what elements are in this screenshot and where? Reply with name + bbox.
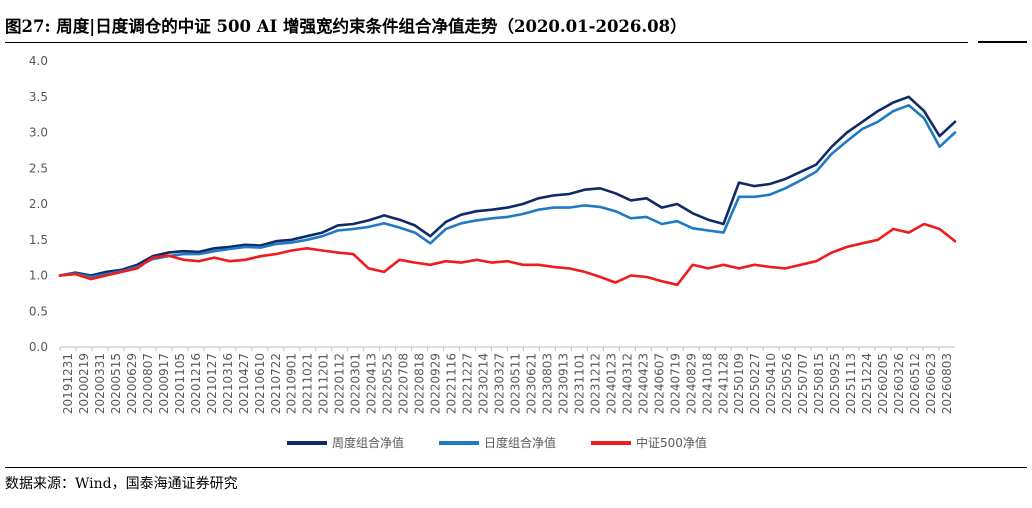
- x-tick-label: 20250707: [796, 353, 810, 414]
- x-tick-label: 20191231: [61, 353, 75, 414]
- x-tick-label: 20200331: [93, 353, 107, 414]
- series-line-0: [58, 95, 957, 277]
- x-tick-label: 20251113: [844, 353, 858, 414]
- x-tick-label: 20220818: [413, 353, 427, 414]
- x-tick-label: 20220413: [365, 353, 379, 414]
- x-tick-label: 20260803: [940, 353, 954, 414]
- y-tick-label: 0.5: [29, 304, 48, 318]
- series-line-1: [58, 104, 957, 279]
- figure-title: 图27: 周度|日度调仓的中证 500 AI 增强宽约束条件组合净值走势（202…: [5, 17, 687, 36]
- x-tick-label: 20241128: [716, 353, 730, 414]
- x-tick-label: 20250410: [764, 353, 778, 414]
- x-tick-label: 20250227: [748, 353, 762, 414]
- y-tick-label: 3.0: [29, 126, 48, 140]
- x-tick-label: 20201105: [173, 353, 187, 414]
- y-tick-label: 3.5: [29, 90, 48, 104]
- x-tick-label: 20260205: [876, 353, 890, 414]
- y-tick-label: 1.0: [29, 269, 48, 283]
- x-tick-label: 20210127: [205, 353, 219, 414]
- x-tick-label: 20221116: [445, 353, 459, 414]
- x-tick-label: 20211021: [301, 353, 315, 414]
- y-tick-label: 0.0: [29, 340, 48, 354]
- x-tick-label: 20240123: [604, 353, 618, 414]
- x-tick-label: 20210722: [269, 353, 283, 414]
- x-tick-label: 20230621: [524, 353, 538, 414]
- x-tick-label: 20260326: [892, 353, 906, 414]
- x-tick-label: 20201216: [189, 353, 203, 414]
- source-note: 数据来源：Wind，国泰海通证券研究: [5, 476, 238, 492]
- x-tick-label: 20200219: [77, 353, 91, 414]
- x-tick-label: 20221227: [461, 353, 475, 414]
- y-axis: 0.0 0.5 1.0 1.5 2.0 2.5 3.0 3.5 4.0: [29, 54, 48, 354]
- x-tick-label: 20250109: [732, 353, 746, 414]
- x-tick-label: 20211201: [317, 353, 331, 414]
- y-tick-label: 2.5: [29, 161, 48, 175]
- source-rule: [5, 467, 1027, 468]
- x-tick-label: 20230913: [556, 353, 570, 414]
- x-tick-label: 20250526: [780, 353, 794, 414]
- x-tick-label: 20240312: [620, 353, 634, 414]
- x-axis: 20191231 20200219 20200331 20200515 20200629…: [59, 346, 955, 414]
- x-tick-label: 20210427: [237, 353, 251, 414]
- y-tick-label: 4.0: [29, 54, 48, 68]
- x-tick-label: 20220301: [349, 353, 363, 414]
- x-tick-label: 20240423: [636, 353, 650, 414]
- legend: 周度组合净值 日度组合净值 中证500净值: [287, 435, 707, 450]
- legend-label: 中证500净值: [636, 435, 707, 450]
- x-tick-label: 20200629: [125, 353, 139, 414]
- x-tick-label: 20200917: [157, 353, 171, 414]
- x-tick-label: 20241018: [700, 353, 714, 414]
- x-tick-label: 20220929: [429, 353, 443, 414]
- x-tick-label: 20260623: [924, 353, 938, 414]
- x-tick-label: 20210610: [253, 353, 267, 414]
- legend-label: 日度组合净值: [484, 435, 556, 450]
- series-line-2: [58, 222, 957, 287]
- x-tick-label: 20240829: [684, 353, 698, 414]
- x-tick-label: 20230803: [540, 353, 554, 414]
- x-tick-label: 20200807: [141, 353, 155, 414]
- x-tick-label: 20251224: [860, 353, 874, 414]
- x-tick-label: 20230214: [477, 353, 491, 414]
- x-tick-label: 20200515: [109, 353, 123, 414]
- x-tick-label: 20240607: [652, 353, 666, 414]
- x-tick-label: 20250815: [812, 353, 826, 414]
- x-tick-label: 20220112: [333, 353, 347, 414]
- x-tick-label: 20210901: [285, 353, 299, 414]
- x-tick-label: 20260512: [908, 353, 922, 414]
- y-tick-label: 2.0: [29, 197, 48, 211]
- x-tick-label: 20220708: [397, 353, 411, 414]
- series-group: [58, 95, 957, 287]
- y-tick-label: 1.5: [29, 233, 48, 247]
- x-tick-label: 20240719: [668, 353, 682, 414]
- legend-label: 周度组合净值: [332, 435, 404, 450]
- title-rule-accent: [978, 41, 1027, 43]
- x-tick-label: 20231212: [588, 353, 602, 414]
- line-chart: 0.00.51.01.52.02.53.03.54.0 20191231 2020…: [29, 54, 957, 450]
- x-tick-label: 20210316: [221, 353, 235, 414]
- x-tick-label: 20230511: [508, 353, 522, 414]
- x-tick-label: 20231101: [572, 353, 586, 414]
- x-tick-label: 20220525: [381, 353, 395, 414]
- x-tick-label: 20250925: [828, 353, 842, 414]
- title-rule: [5, 42, 968, 43]
- x-tick-label: 20230327: [493, 353, 507, 414]
